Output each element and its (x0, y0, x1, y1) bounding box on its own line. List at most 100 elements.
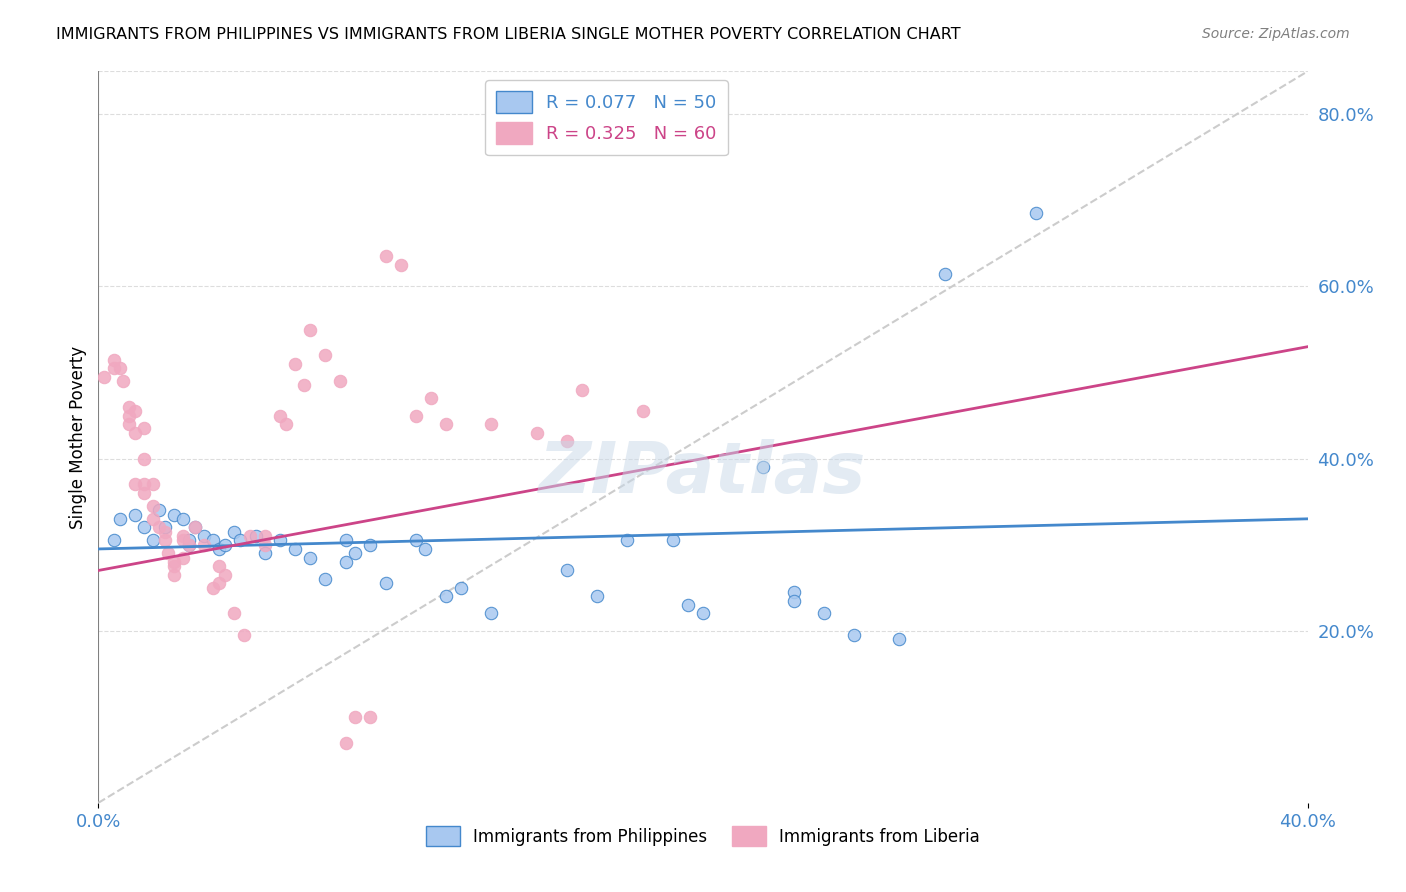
Point (245, 529, 267, 543)
Point (111, 374, 134, 388)
Point (434, 417, 457, 432)
Point (163, 555, 186, 569)
Point (631, 404, 654, 418)
Text: IMMIGRANTS FROM PHILIPPINES VS IMMIGRANTS FROM LIBERIA SINGLE MOTHER POVERTY COR: IMMIGRANTS FROM PHILIPPINES VS IMMIGRANT… (56, 27, 960, 42)
Point (163, 559, 186, 574)
Point (208, 559, 231, 574)
Point (661, 533, 683, 548)
Y-axis label: Single Mother Poverty: Single Mother Poverty (69, 345, 87, 529)
Point (142, 477, 165, 491)
Point (163, 567, 186, 582)
Point (284, 541, 307, 556)
Point (253, 529, 276, 543)
Point (124, 508, 146, 522)
Point (108, 512, 131, 526)
Point (172, 533, 194, 548)
Point (335, 555, 357, 569)
Point (148, 520, 170, 534)
Text: Source: ZipAtlas.com: Source: ZipAtlas.com (1202, 27, 1350, 41)
Point (118, 417, 141, 432)
Legend: Immigrants from Philippines, Immigrants from Liberia: Immigrants from Philippines, Immigrants … (420, 820, 986, 853)
Point (844, 628, 866, 642)
Point (214, 567, 236, 582)
Point (142, 512, 165, 526)
Point (193, 538, 215, 552)
Point (450, 581, 472, 595)
Point (344, 710, 367, 724)
Point (374, 249, 396, 263)
Point (783, 585, 806, 599)
Point (269, 409, 291, 423)
Point (360, 710, 382, 724)
Point (329, 374, 352, 388)
Point (344, 546, 367, 560)
Point (132, 486, 155, 500)
Point (269, 533, 291, 548)
Point (208, 576, 231, 591)
Point (172, 529, 194, 543)
Point (103, 352, 125, 367)
Point (405, 409, 427, 423)
Point (224, 524, 246, 539)
Point (783, 593, 806, 607)
Point (153, 533, 176, 548)
Point (374, 576, 396, 591)
Point (232, 628, 254, 642)
Point (132, 421, 155, 435)
Point (314, 572, 336, 586)
Point (335, 735, 357, 749)
Point (124, 425, 146, 440)
Point (103, 361, 125, 376)
Text: ZIPatlas: ZIPatlas (540, 439, 866, 508)
Point (132, 477, 155, 491)
Point (413, 541, 436, 556)
Point (481, 417, 503, 432)
Point (274, 417, 297, 432)
Point (172, 550, 194, 565)
Point (1024, 206, 1046, 220)
Point (813, 607, 835, 621)
Point (586, 589, 609, 603)
Point (103, 533, 125, 548)
Point (692, 607, 714, 621)
Point (420, 392, 443, 406)
Point (889, 632, 911, 647)
Point (299, 322, 322, 336)
Point (202, 581, 225, 595)
Point (184, 520, 207, 534)
Point (153, 520, 176, 534)
Point (124, 404, 146, 418)
Point (555, 434, 578, 449)
Point (132, 451, 155, 466)
Point (179, 538, 201, 552)
Point (314, 348, 336, 362)
Point (555, 564, 578, 578)
Point (153, 524, 176, 539)
Point (616, 533, 638, 548)
Point (571, 383, 593, 397)
Point (253, 538, 276, 552)
Point (184, 520, 207, 534)
Point (676, 598, 699, 612)
Point (118, 409, 141, 423)
Point (434, 589, 457, 603)
Point (124, 477, 146, 491)
Point (108, 361, 131, 376)
Point (142, 499, 165, 513)
Point (163, 508, 186, 522)
Point (934, 267, 956, 281)
Point (481, 607, 503, 621)
Point (229, 533, 252, 548)
Point (93, 369, 115, 384)
Point (224, 607, 246, 621)
Point (202, 533, 225, 548)
Point (292, 378, 315, 392)
Point (179, 533, 201, 548)
Point (253, 546, 276, 560)
Point (208, 541, 231, 556)
Point (118, 400, 141, 414)
Point (193, 529, 215, 543)
Point (148, 503, 170, 517)
Point (389, 258, 412, 272)
Point (132, 520, 155, 534)
